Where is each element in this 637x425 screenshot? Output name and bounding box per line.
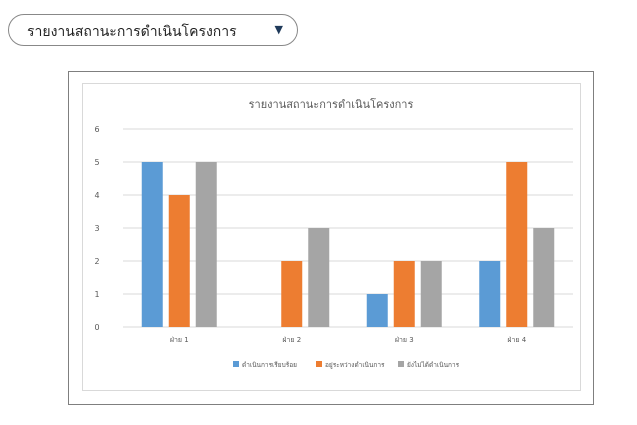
y-tick-label: 5 xyxy=(94,158,99,167)
bar xyxy=(281,261,303,327)
y-tick-label: 3 xyxy=(94,224,99,233)
bar xyxy=(141,162,163,327)
legend-label: ยังไม่ได้ดำเนินการ xyxy=(407,361,460,369)
bar xyxy=(420,261,442,327)
bar xyxy=(506,162,528,327)
x-tick-label: ฝ่าย 3 xyxy=(395,336,414,344)
y-tick-label: 0 xyxy=(94,323,99,332)
legend-label: อยู่ระหว่างดำเนินการ xyxy=(325,361,385,369)
legend-swatch xyxy=(398,361,404,367)
report-selector-value: รายงานสถานะการดำเนินโครงการ xyxy=(27,24,237,40)
bar xyxy=(479,261,501,327)
bar xyxy=(168,195,190,327)
bar xyxy=(195,162,217,327)
chart-area: รายงานสถานะการดำเนินโครงการ 0 1 2 3 4 5 6 ฝ่าย … xyxy=(82,83,581,391)
y-tick-label: 4 xyxy=(94,191,99,200)
y-tick-label: 2 xyxy=(94,257,99,266)
x-tick-label: ฝ่าย 2 xyxy=(282,336,301,344)
bar xyxy=(308,228,330,327)
bar xyxy=(533,228,555,327)
y-tick-label: 1 xyxy=(94,290,99,299)
chart-frame: รายงานสถานะการดำเนินโครงการ 0 1 2 3 4 5 6 ฝ่าย … xyxy=(68,71,594,405)
legend-swatch xyxy=(316,361,322,367)
y-tick-label: 6 xyxy=(94,125,99,134)
bar xyxy=(366,294,388,327)
x-tick-label: ฝ่าย 1 xyxy=(170,336,189,344)
x-tick-label: ฝ่าย 4 xyxy=(507,336,526,344)
bar-chart: รายงานสถานะการดำเนินโครงการ 0 1 2 3 4 5 6 ฝ่าย … xyxy=(94,97,573,369)
report-selector-dropdown[interactable]: รายงานสถานะการดำเนินโครงการ ▼ xyxy=(8,14,298,46)
legend-swatch xyxy=(233,361,239,367)
legend-label: ดำเนินการเรียบร้อย xyxy=(242,361,297,369)
triangle-down-icon[interactable]: ▼ xyxy=(274,23,283,36)
chart-title: รายงานสถานะการดำเนินโครงการ xyxy=(249,97,414,111)
bar xyxy=(393,261,415,327)
